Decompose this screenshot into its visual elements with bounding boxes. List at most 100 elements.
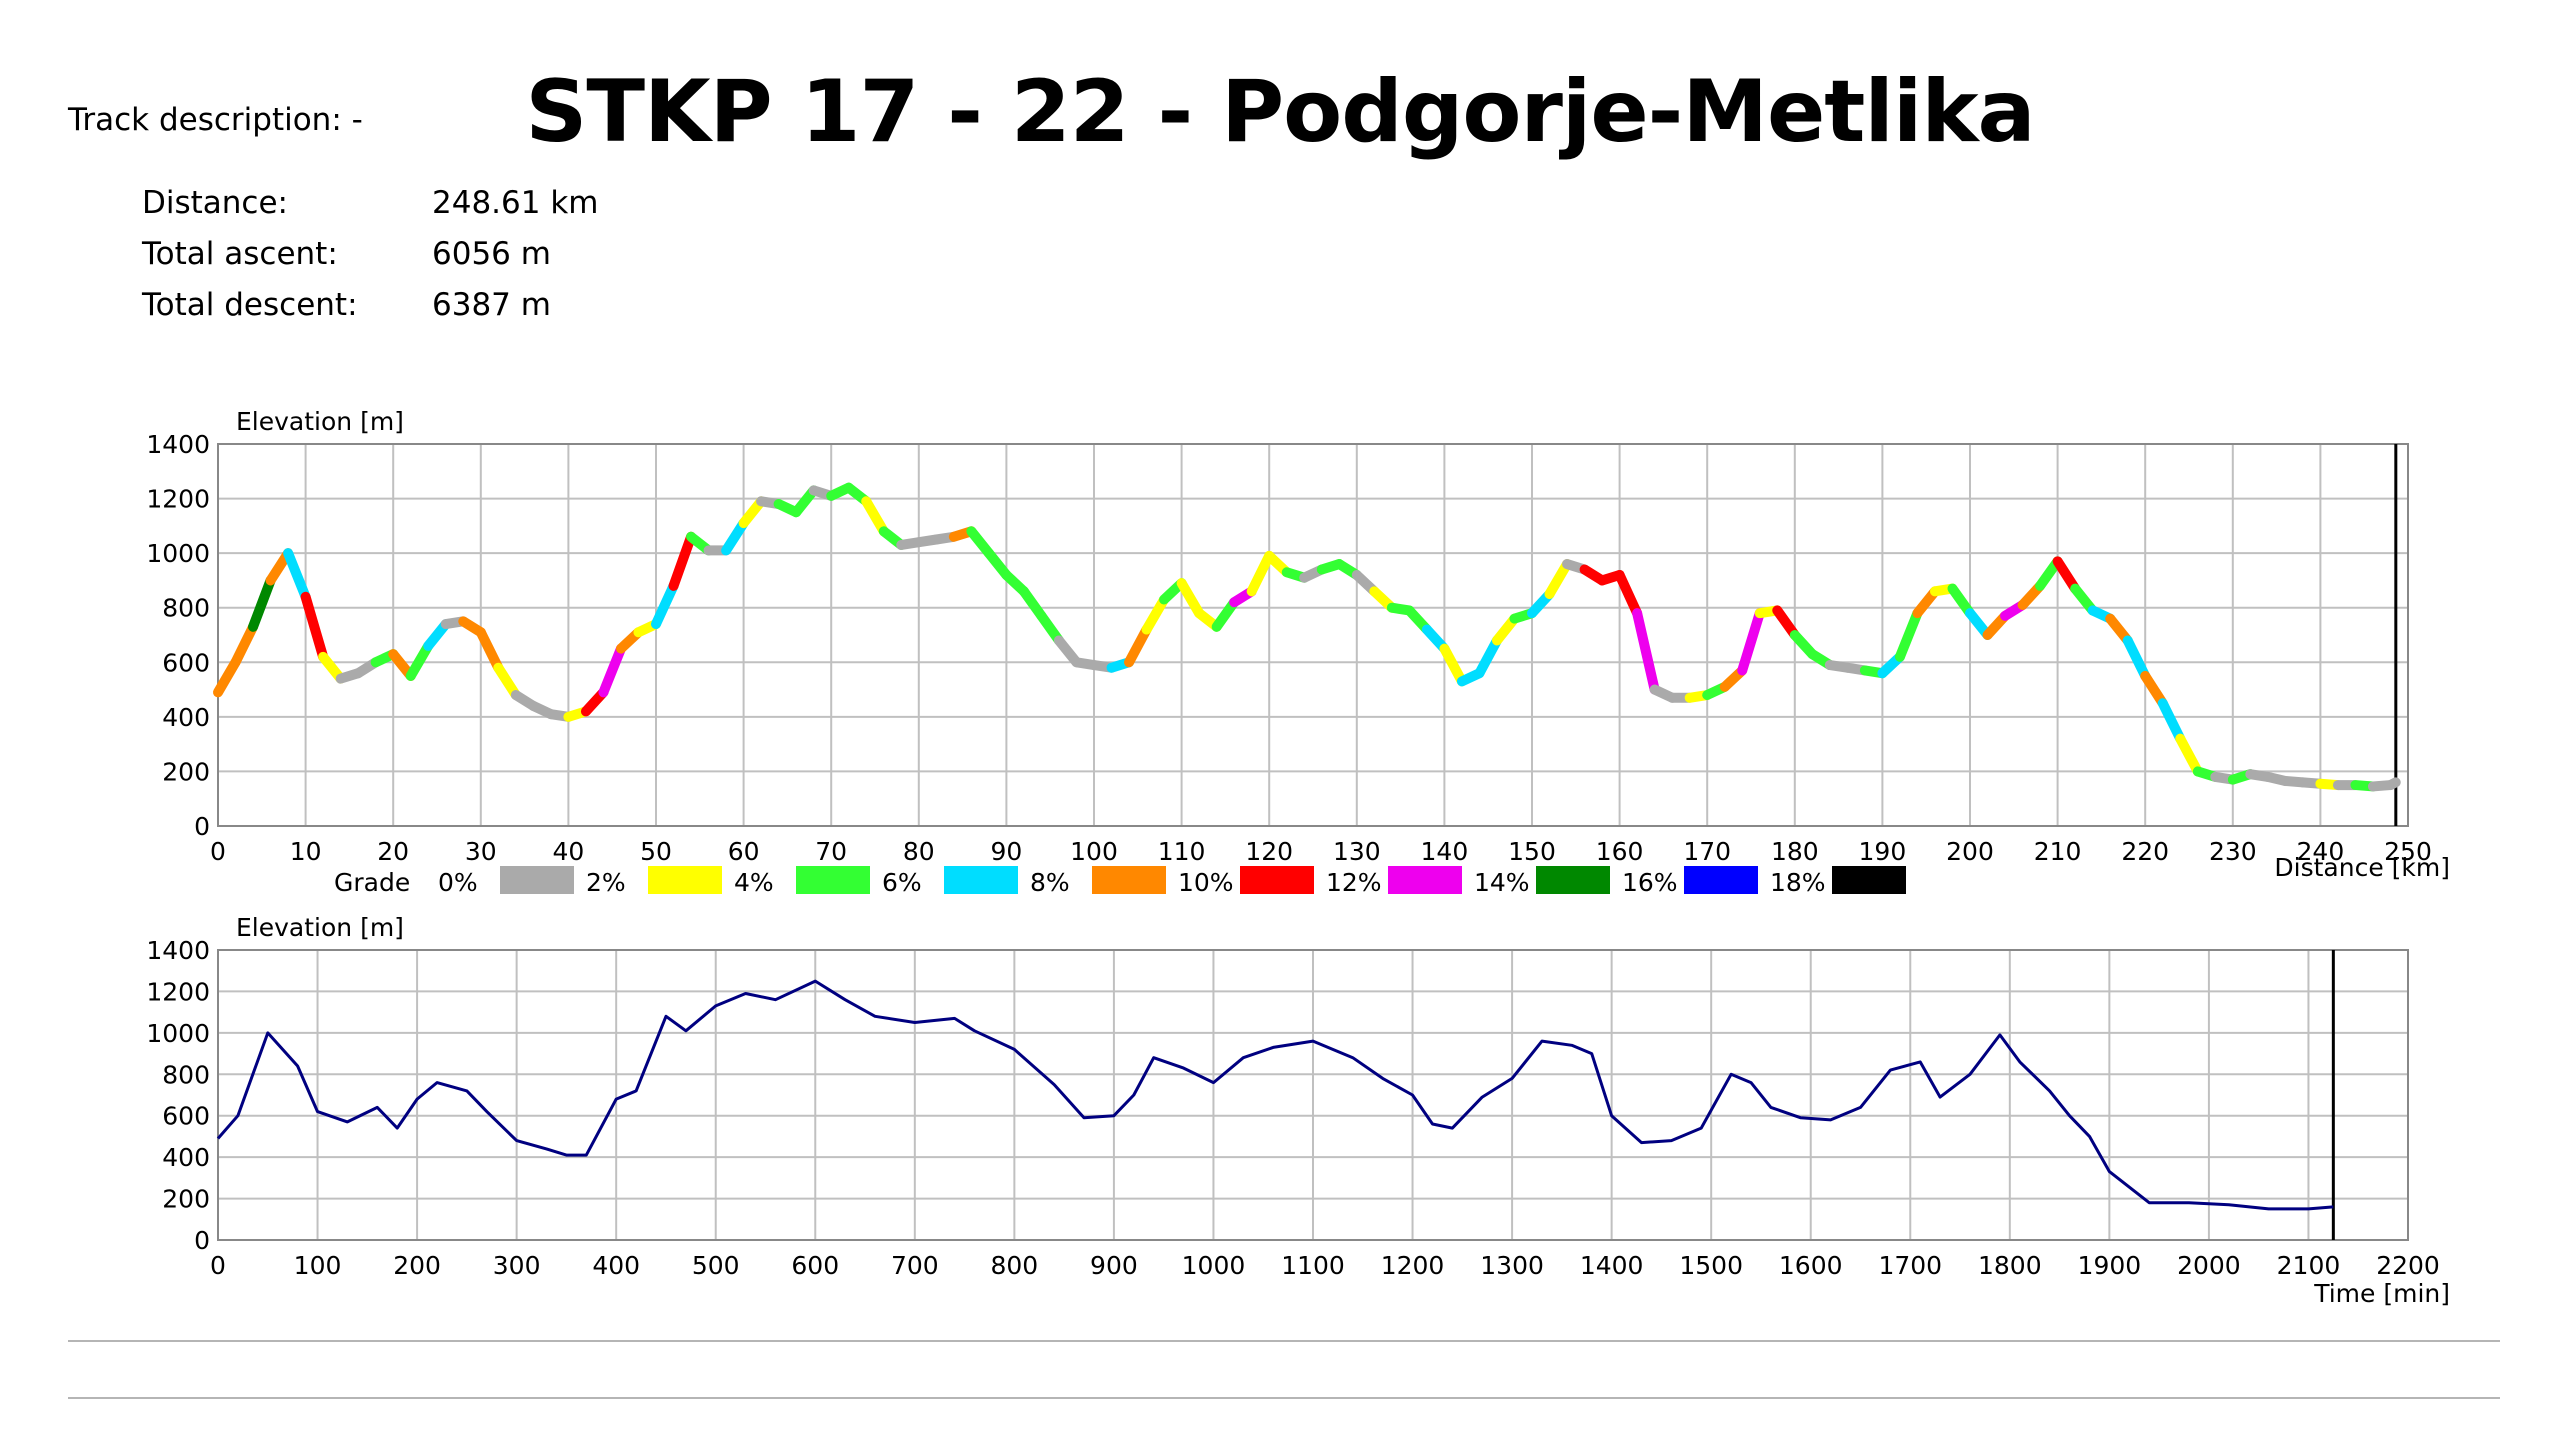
y-tick-label: 200 [162,757,210,786]
legend-swatch [944,866,1018,894]
x-tick-label: 130 [1333,837,1381,866]
y-tick-label: 0 [194,1226,210,1255]
total-ascent-value: 6056 m [432,236,551,272]
grade-segment [2175,733,2203,777]
legend-swatch [1684,866,1758,894]
x-tick-label: 200 [393,1251,441,1280]
legend-title: Grade [334,868,410,897]
legend-swatch [1092,866,1166,894]
legend-label: 10% [1178,868,1234,897]
plot-frame [217,443,2409,827]
grade-segment [1614,569,1643,619]
x-tick-label: 200 [1946,837,1994,866]
y-axis-label: Elevation [m] [236,407,404,436]
grade-segment [1176,578,1205,619]
legend-swatch [500,866,574,894]
x-tick-label: 180 [1771,837,1819,866]
page-title: STKP 17 - 22 - Podgorje-Metlika [525,62,2035,162]
y-tick-label: 1000 [146,1019,210,1048]
grade-segment [598,643,626,698]
x-tick-label: 220 [2121,837,2169,866]
x-axis-label: Time [min] [2313,1279,2450,1308]
x-tick-label: 1300 [1480,1251,1544,1280]
y-tick-label: 400 [162,703,210,732]
x-tick-label: 70 [815,837,847,866]
grade-segment [861,496,889,537]
grade-segment [2052,556,2081,594]
x-tick-label: 600 [791,1251,839,1280]
legend-label: 2% [586,868,626,897]
grade-segment [1246,550,1275,597]
distance-label: Distance: [142,185,288,221]
grade-segment [475,627,504,673]
legend-swatch [1388,866,1462,894]
x-tick-label: 1700 [1878,1251,1942,1280]
x-tick-label: 1500 [1679,1251,1743,1280]
total-descent-label: Total descent: [142,287,358,323]
y-tick-label: 1400 [146,936,210,965]
grade-segment [1036,610,1064,646]
elevation-time-line [216,979,2334,1211]
y-tick-label: 1200 [146,485,210,514]
total-ascent-label: Total ascent: [142,236,338,272]
y-axis-label: Elevation [m] [236,913,404,942]
x-tick-label: 1400 [1580,1251,1644,1280]
grade-legend: Grade 0% 2% 4% 6% 8% 10% 12% 14% 16% 18% [334,866,1906,897]
legend-label: 14% [1474,868,1530,897]
y-tick-label: 200 [162,1185,210,1214]
x-tick-label: 1200 [1381,1251,1445,1280]
grade-segment [2157,698,2186,744]
plot-frame [217,949,2409,1241]
grade-segment [1439,643,1467,687]
x-tick-label: 1600 [1779,1251,1843,1280]
x-tick-label: 190 [1859,837,1907,866]
legend-label: 4% [734,868,774,897]
grade-segment [668,531,697,591]
legend-swatch [1240,866,1314,894]
x-tick-label: 140 [1421,837,1469,866]
grade-segment [300,591,329,662]
x-tick-label: 400 [592,1251,640,1280]
x-tick-label: 900 [1090,1251,1138,1280]
x-tick-label: 20 [377,837,409,866]
grade-segment [1474,635,1502,679]
y-tick-label: 0 [194,812,210,841]
grade-segment [2385,777,2401,791]
x-tick-label: 1100 [1281,1251,1345,1280]
x-tick-label: 90 [990,837,1022,866]
x-tick-label: 300 [493,1251,541,1280]
legend-label: 0% [438,868,478,897]
x-tick-label: 120 [1245,837,1293,866]
x-tick-label: 100 [294,1251,342,1280]
grade-segment [230,621,259,668]
x-tick-label: 500 [692,1251,740,1280]
x-tick-label: 40 [552,837,584,866]
y-tick-label: 800 [162,594,210,623]
legend-swatch [648,866,722,894]
grade-segment [493,662,521,701]
x-tick-label: 160 [1596,837,1644,866]
x-tick-label: 2200 [2376,1251,2440,1280]
grade-segment [1737,608,1765,676]
y-tick-label: 600 [162,1102,210,1131]
y-tick-label: 1200 [146,977,210,1006]
legend-label: 8% [1030,868,1070,897]
x-axis-label: Distance [km] [2274,853,2450,882]
grade-segment [283,548,311,602]
x-tick-label: 700 [891,1251,939,1280]
grade-segment [1947,583,1975,619]
x-tick-label: 0 [210,837,226,866]
legend-swatch [1536,866,1610,894]
x-tick-label: 100 [1070,837,1118,866]
x-tick-label: 80 [903,837,935,866]
divider-top [68,1340,2500,1342]
grade-segment [213,657,241,698]
x-tick-label: 2100 [2277,1251,2341,1280]
grade-segment [721,518,749,556]
distance-elevation-chart: 0 10 20 30 40 50 60 70 80 90 100 110 120 130 140 150 160… [146,407,2450,882]
x-tick-label: 170 [1683,837,1731,866]
x-tick-label: 10 [290,837,322,866]
grade-segment [248,575,276,632]
x-tick-label: 1000 [1182,1251,1246,1280]
grade-segment [405,640,434,681]
